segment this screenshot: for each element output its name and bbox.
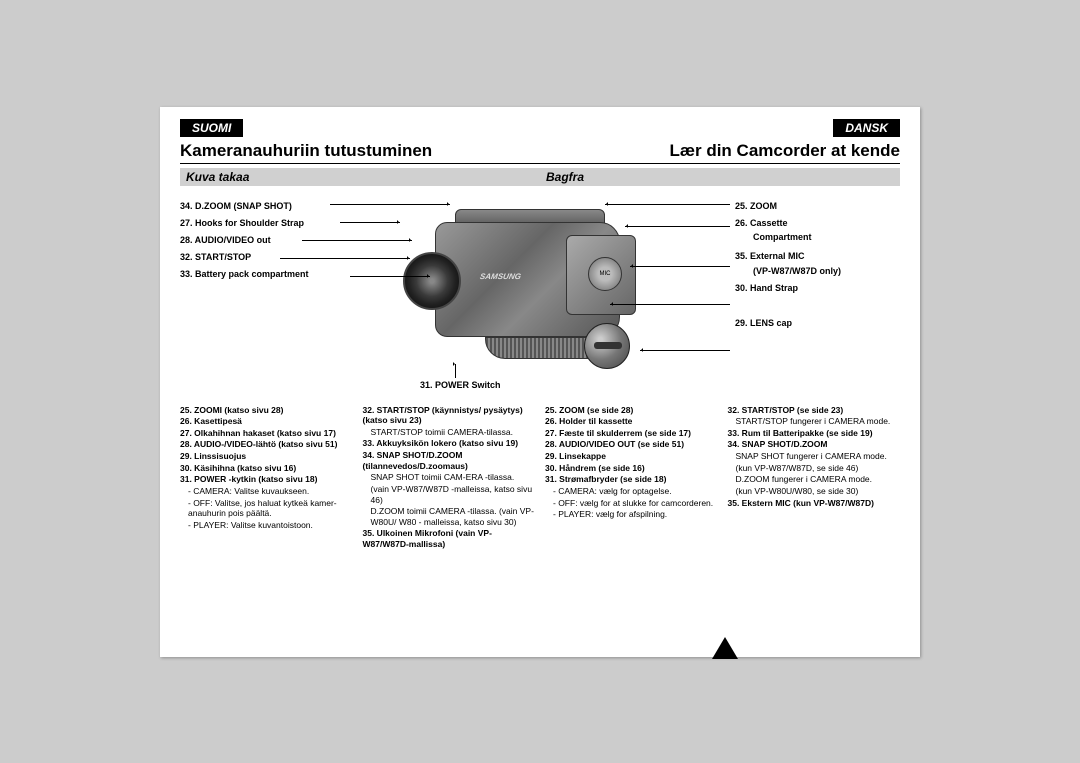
list-item: 29. Linssisuojus — [180, 451, 353, 462]
list-item: SNAP SHOT toimii CAM-ERA -tilassa. — [363, 472, 536, 483]
list-item: 33. Rum til Batteripakke (se side 19) — [728, 428, 901, 439]
callout-dzoom: 34. D.ZOOM (SNAP SHOT) — [180, 198, 350, 215]
list-item: 32. START/STOP (se side 23) — [728, 405, 901, 416]
list-item: 35. Ekstern MIC (kun VP-W87/W87D) — [728, 498, 901, 509]
description-columns: 25. ZOOMI (katso sivu 28)26. Kasettipesä… — [180, 405, 900, 551]
title-left: Kameranauhuriin tutustuminen — [180, 139, 432, 163]
title-right: Lær din Camcorder at kende — [669, 139, 900, 163]
list-item: 30. Käsihihna (katso sivu 16) — [180, 463, 353, 474]
callout-ext-mic: 35. External MIC — [735, 251, 805, 261]
diagram-labels-right: 25. ZOOM 26. Cassette Compartment 35. Ex… — [735, 198, 900, 333]
list-item: 35. Ulkoinen Mikrofoni (vain VP-W87/W87D… — [363, 528, 536, 549]
triangle-icon — [712, 637, 738, 659]
pointer-line — [640, 350, 730, 351]
list-item: - OFF: vælg for at slukke for camcordere… — [545, 498, 718, 509]
list-item: 34. SNAP SHOT/D.ZOOM — [728, 439, 901, 450]
callout-hooks: 27. Hooks for Shoulder Strap — [180, 215, 350, 232]
title-row: Kameranauhuriin tutustuminen Lær din Cam… — [180, 139, 900, 164]
list-item: 28. AUDIO/VIDEO OUT (se side 51) — [545, 439, 718, 450]
camera-logo: SAMSUNG — [479, 272, 521, 281]
lang-tag-left: SUOMI — [180, 119, 243, 137]
list-item: 26. Holder til kassette — [545, 416, 718, 427]
pointer-line — [302, 240, 412, 241]
subtitle-row: Kuva takaa Bagfra — [180, 168, 900, 186]
list-item: START/STOP toimii CAMERA-tilassa. — [363, 427, 536, 438]
list-item: 28. AUDIO-/VIDEO-lähtö (katso sivu 51) — [180, 439, 353, 450]
subtitle-right: Bagfra — [540, 168, 900, 186]
list-item: D.ZOOM fungerer i CAMERA mode. — [728, 474, 901, 485]
camera-lenscap-icon — [584, 323, 630, 369]
subtitle-left: Kuva takaa — [180, 168, 540, 186]
pointer-line — [280, 258, 410, 259]
pointer-line — [340, 222, 400, 223]
list-item: (kun VP-W87/W87D, se side 46) — [728, 463, 901, 474]
callout-lenscap: 29. LENS cap — [735, 315, 900, 332]
pointer-line — [630, 266, 730, 267]
callout-cassette-sub: Compartment — [735, 232, 900, 243]
callout-zoom: 25. ZOOM — [735, 198, 900, 215]
list-item: 29. Linsekappe — [545, 451, 718, 462]
callout-battery: 33. Battery pack compartment — [180, 266, 350, 283]
col-2-suomi-b: 32. START/STOP (käynnistys/ pysäytys) (k… — [363, 405, 536, 551]
pointer-line — [605, 204, 730, 205]
list-item: START/STOP fungerer i CAMERA mode. — [728, 416, 901, 427]
list-item: - OFF: Valitse, jos haluat kytkeä kamer-… — [180, 498, 353, 519]
list-item: - CAMERA: vælg for optagelse. — [545, 486, 718, 497]
list-item: 25. ZOOM (se side 28) — [545, 405, 718, 416]
col-4-dansk-b: 32. START/STOP (se side 23)START/STOP fu… — [728, 405, 901, 551]
list-item: 25. ZOOMI (katso sivu 28) — [180, 405, 353, 416]
list-item: (kun VP-W80U/W80, se side 30) — [728, 486, 901, 497]
list-item: 32. START/STOP (käynnistys/ pysäytys) (k… — [363, 405, 536, 426]
pointer-line — [455, 364, 456, 378]
camera-illustration: MIC SAMSUNG — [385, 197, 660, 377]
list-item: 26. Kasettipesä — [180, 416, 353, 427]
diagram-area: 34. D.ZOOM (SNAP SHOT) 27. Hooks for Sho… — [180, 192, 900, 397]
list-item: 33. Akkuyksikön lokero (katso sivu 19) — [363, 438, 536, 449]
manual-page: SUOMI DANSK Kameranauhuriin tutustuminen… — [160, 107, 920, 657]
list-item: 30. Håndrem (se side 16) — [545, 463, 718, 474]
col-1-suomi-a: 25. ZOOMI (katso sivu 28)26. Kasettipesä… — [180, 405, 353, 551]
pointer-line — [625, 226, 730, 227]
callout-cassette: 26. Cassette — [735, 218, 788, 228]
col-3-dansk-a: 25. ZOOM (se side 28)26. Holder til kass… — [545, 405, 718, 551]
pointer-line — [350, 276, 430, 277]
list-item: (vain VP-W87/W87D -malleissa, katso sivu… — [363, 484, 536, 505]
language-row: SUOMI DANSK — [180, 119, 900, 137]
list-item: 34. SNAP SHOT/D.ZOOM (tilannevedos/D.zoo… — [363, 450, 536, 471]
list-item: 27. Olkahihnan hakaset (katso sivu 17) — [180, 428, 353, 439]
list-item: D.ZOOM toimii CAMERA -tilassa. (vain VP-… — [363, 506, 536, 527]
callout-power-switch: 31. POWER Switch — [420, 380, 501, 390]
lang-tag-right: DANSK — [833, 119, 900, 137]
pointer-line — [330, 204, 450, 205]
page-number: 11 — [704, 646, 714, 656]
callout-handstrap: 30. Hand Strap — [735, 280, 900, 297]
list-item: - PLAYER: Valitse kuvantoistoon. — [180, 520, 353, 531]
callout-ext-mic-sub: (VP-W87/W87D only) — [735, 266, 900, 277]
camera-lens-icon — [403, 252, 461, 310]
list-item: - CAMERA: Valitse kuvaukseen. — [180, 486, 353, 497]
list-item: - PLAYER: vælg for afspilning. — [545, 509, 718, 520]
list-item: 31. POWER -kytkin (katso sivu 18) — [180, 474, 353, 485]
list-item: SNAP SHOT fungerer i CAMERA mode. — [728, 451, 901, 462]
camera-mic-icon: MIC — [588, 257, 622, 291]
list-item: 31. Strømafbryder (se side 18) — [545, 474, 718, 485]
list-item: 27. Fæste til skulderrem (se side 17) — [545, 428, 718, 439]
pointer-line — [610, 304, 730, 305]
